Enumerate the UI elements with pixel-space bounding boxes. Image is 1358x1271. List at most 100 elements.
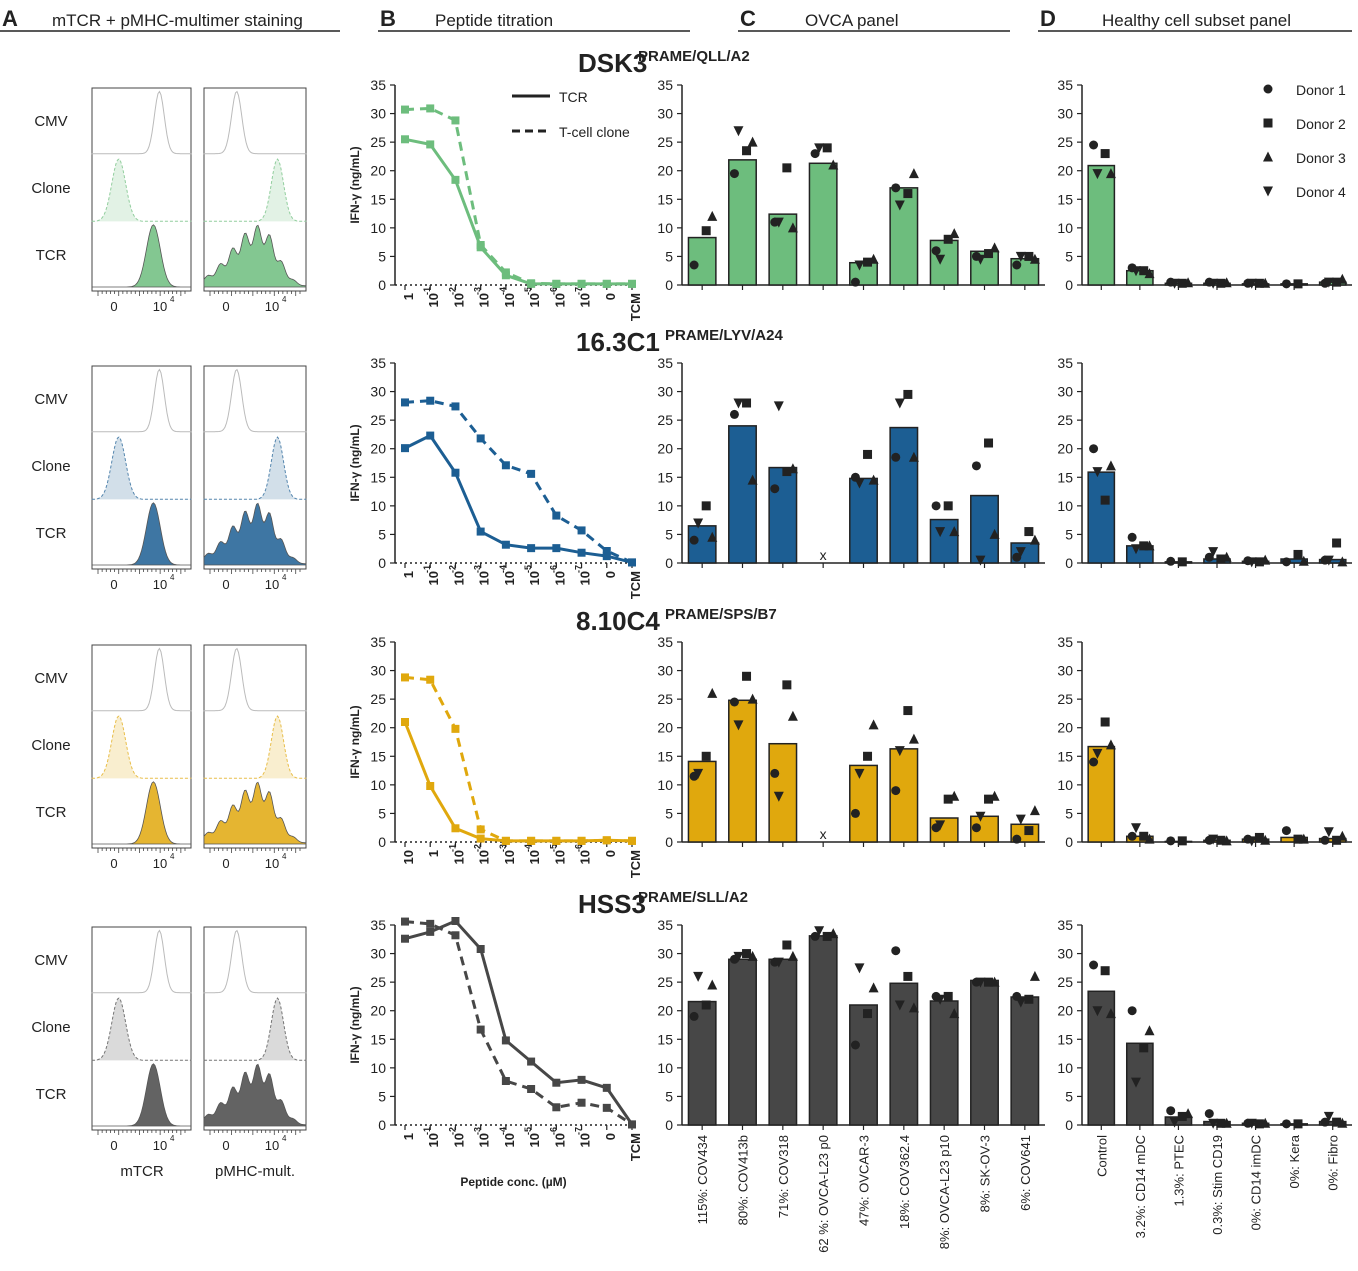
series-point [552,544,561,553]
bar-category-label: 8%: SK-OV-3 [978,1135,993,1212]
bar-category-label: 1.3%: PTEC [1171,1135,1186,1207]
hist-curve-clone [91,436,192,500]
line-x-tick-label: 10-5 [523,565,542,585]
donor-3-point [1029,805,1040,816]
bar [808,162,838,286]
donor-3-point [1221,835,1232,846]
bar-y-tick-label: 0 [1065,555,1073,571]
bar-y-tick-label: 10 [1057,1060,1073,1076]
donor-4-point [975,555,986,566]
bar-y-tick-label: 35 [657,355,673,371]
bar-y-tick-label: 5 [665,805,673,821]
line-y-axis-title: IFN-γ ng/mL) [348,705,362,778]
donor-3-point [787,710,798,721]
bar-y-tick-label: 15 [1057,748,1073,764]
donor-1-point [729,169,739,179]
hist-fill-tcr [92,781,191,845]
donor-3-point [1298,555,1309,566]
line-x-tick-label-base: 10 [527,571,542,585]
bar [728,958,757,1126]
donor-3-point [949,228,960,239]
series-point [476,834,485,843]
series-point [628,1120,636,1129]
donor-4-point [1015,251,1026,262]
donor-3-point [1029,534,1040,545]
line-x-tick-label-base: 10 [578,850,593,864]
bar-category-label: 115%: COV434 [695,1135,710,1224]
line-y-tick-label: 10 [370,777,386,793]
bar-y-tick-label: 30 [1057,106,1073,122]
series-point [552,1078,561,1087]
series-point [401,135,409,144]
donor-2-point [822,931,832,941]
series-point [451,931,460,940]
line-x-tick-label-text: 1 [401,1133,416,1140]
legend-solid-label: TCR [559,89,588,105]
donor-4-point [894,200,905,211]
hist-frame-mult [203,365,307,570]
donor-2-point [822,143,832,153]
donor-legend: Donor 1 Donor 2 Donor 3 Donor 4 [1263,82,1346,200]
donor-2-point [782,467,792,477]
line-x-tick-label-exp: -4 [498,565,508,573]
donor-3-point [908,1002,919,1013]
donor-2-point [863,449,873,459]
hist-curve-cmv [203,929,307,994]
line-x-tick-label: 10-2 [447,565,466,585]
donor-4-point [1323,555,1334,566]
donor-4-point [1092,169,1103,180]
donor-3-point [868,474,879,485]
line-x-tick-label: 10-7 [574,565,593,585]
hist-tick-ten: 10 [153,1138,167,1153]
panel-a-letter: A [2,6,18,31]
line-x-tick-label-text: 0 [603,293,618,300]
bar-category-text: 3.2%: CD14 mDC [1133,1135,1148,1238]
donor-4-point [733,126,744,137]
series-point [628,279,636,288]
donor-2-point [1293,1119,1303,1129]
series-point [426,675,435,684]
bar [849,764,878,843]
donor-2-point [1216,1118,1226,1128]
donor-1-point [770,768,780,778]
bar-category-text: 0%: CD14 imDC [1249,1135,1264,1230]
donor-3-point [1260,554,1271,565]
line-x-tick-label-exp: -1 [422,1127,432,1135]
line-x-tick-label: 0 [603,293,618,300]
donor-2-point [1254,278,1264,288]
donor-4-point [733,720,744,731]
donor-2-point [782,163,792,173]
bar-not-tested: x [820,826,827,842]
legend-donor-marker [1263,118,1273,128]
hist-tick-ten: 10 [265,299,279,314]
ovca-chart: 0 5 10 15 20 25 30 35 x [657,634,1045,850]
bar-category-text: 0%: Fibro [1326,1135,1341,1191]
hist-curve-cmv [203,90,307,155]
series-point [401,718,409,726]
bar [1087,471,1116,564]
donor-2-point [1100,149,1110,159]
series-point [501,461,510,470]
bar-y-tick-label: 15 [657,748,673,764]
bar-y-tick-label: 20 [657,720,673,736]
line-x-tick-label-exp: -5 [523,1127,533,1135]
donor-3-point [1144,268,1155,279]
bar [1125,1042,1154,1126]
bar-category-label: 71%: COV318 [776,1135,791,1218]
donor-2-point [742,398,752,408]
donor-1-point [1089,757,1099,767]
donor-2-point [782,940,792,950]
bar-y-tick-label: 25 [657,134,673,150]
donor-4-point [935,254,946,265]
line-y-tick-label: 5 [378,526,386,542]
hist-fill-clone [92,716,191,779]
donor-4-point [733,398,744,409]
bar-y-tick-label: 0 [1065,277,1073,293]
line-x-tick-label-exp: -6 [548,565,558,573]
line-x-tick-label-exp: -5 [523,565,533,573]
bar-y-tick-label: 0 [665,277,673,293]
series-point [602,1103,611,1112]
line-x-tick-label-exp: -4 [498,287,508,295]
